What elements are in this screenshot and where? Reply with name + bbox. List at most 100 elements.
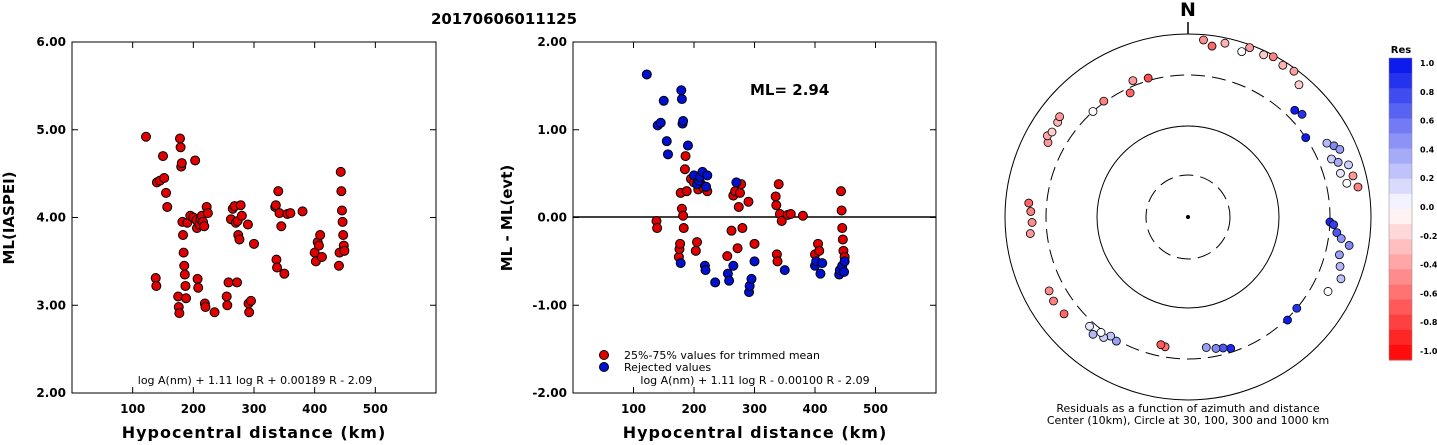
left-red-point [338,230,349,241]
middle-blue-point [731,177,742,188]
azimuth-caption-2: Center (10km), Circle at 30, 100, 300 an… [1047,414,1329,427]
middle-blue-point [700,265,711,276]
left-plot-frame [71,41,437,394]
middle-red-point [652,223,663,234]
figure-title: 20170606011125 [431,10,577,28]
middle-xtick-label: 400 [802,402,827,416]
colorbar-tick-label: -0.6 [1420,289,1437,298]
residual-point [1111,336,1121,346]
left-red-point [179,260,190,271]
middle-ylabel: ML - ML(evt) [498,165,516,271]
left-red-point [313,240,324,251]
residual-point [1211,344,1221,353]
left-xtick-label: 500 [363,402,388,416]
middle-blue-point [746,273,757,284]
residual-point [1301,133,1311,142]
left-red-point [232,277,243,288]
left-red-point [180,280,191,291]
ml-value-label: ML= 2.94 [750,81,829,99]
residual-point [1335,144,1345,154]
left-ytick-label: 2.00 [36,386,66,400]
residual-point [1220,38,1230,48]
middle-blue-point [839,266,850,277]
middle-ytick-label: -2.00 [532,386,567,400]
colorbar-cell [1389,133,1412,150]
middle-red-point [837,223,848,234]
left-ticks: 100 200 300 400 500 2.00 3.00 4.00 5.00 6.00 [36,35,436,416]
residual-point [1128,76,1138,86]
colorbar-cell [1389,209,1412,225]
left-ytick-label: 5.00 [36,123,66,137]
left-red-point [336,205,347,216]
left-xtick-label: 200 [181,402,206,416]
colorbar-cell [1389,148,1412,165]
residual-point [1336,274,1346,284]
residual-point [1027,218,1037,227]
left-red-point [175,142,186,153]
middle-red-point [773,179,784,190]
left-red-point [193,282,204,293]
residual-point [1199,35,1208,45]
residual-point [1278,60,1288,70]
colorbar-cell [1389,58,1412,74]
residual-point [1025,229,1035,238]
left-red-point [339,245,350,256]
middle-red-point [680,151,691,162]
residual-point [1297,109,1307,119]
middle-ytick-label: 0.00 [537,211,567,225]
colorbar-tick-label: -0.2 [1420,232,1437,241]
left-red-point [200,302,211,313]
azimuth-points [1024,35,1363,353]
left-red-point [235,200,246,211]
middle-red-point [726,225,737,236]
left-red-point [178,230,189,241]
middle-red-point [737,223,748,234]
colorbar-tick-label: 0.2 [1420,174,1434,183]
colorbar-cell [1389,73,1412,89]
left-red-point [181,293,192,304]
middle-red-point [678,223,689,234]
left-red-point [190,155,201,166]
left-ytick-label: 4.00 [36,211,66,225]
left-red-point [234,234,245,245]
legend-blue-label: Rejected values [624,361,711,374]
left-red-point [316,251,327,262]
ring-300km [1045,74,1331,360]
residual-point [1335,261,1345,271]
residual-point [1283,315,1292,325]
middle-red-point [675,238,686,249]
residual-point [1049,296,1058,306]
middle-red-point [679,164,690,175]
left-red-point [279,268,290,279]
colorbar-cell [1389,329,1412,346]
colorbar-cell [1389,284,1412,301]
residual-point [1047,127,1057,137]
middle-red-point [734,187,745,198]
residual-point [1344,241,1354,250]
middle-xlabel: Hypocentral distance (km) [623,423,888,441]
residual-point [1353,182,1363,192]
left-red-point [249,238,259,249]
middle-xtick-label: 500 [863,402,888,416]
left-red-point [276,221,287,232]
middle-blue-point [728,260,739,271]
colorbar-title: Res [1391,45,1411,56]
middle-ytick-label: -1.00 [532,298,567,312]
residual-point [1294,80,1304,90]
left-panel: 100 200 300 400 500 2.00 3.00 4.00 5.00 6.00 log … [0,35,437,442]
colorbar-tick-label: 1.0 [1420,59,1435,68]
left-red-point [242,219,253,230]
left-red-point [174,308,185,319]
middle-blue-point [817,258,828,269]
middle-blue-point [661,136,672,147]
azimuth-panel: N Residuals as a function of azimuth and… [1004,0,1372,427]
colorbar-tick-label: 0.6 [1420,117,1435,126]
middle-red-point [785,208,796,219]
left-red-point [221,291,232,302]
middle-red-point [770,191,781,202]
residual-point [1342,178,1352,188]
colorbar-cell [1389,269,1412,285]
residual-point [1268,52,1278,62]
